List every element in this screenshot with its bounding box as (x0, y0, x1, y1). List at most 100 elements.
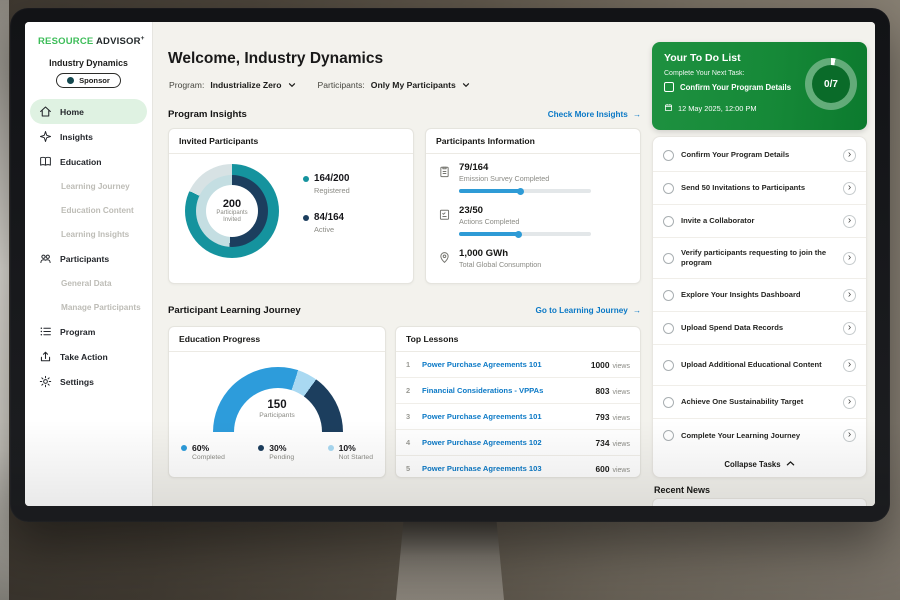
task-row-confirm-program[interactable]: Confirm Your Program Details › (653, 139, 866, 172)
legend-item-not-started: 10% Not Started (327, 443, 373, 461)
sidebar-item-education[interactable]: Education (25, 149, 152, 174)
todo-next-task[interactable]: Confirm Your Program Details (664, 82, 791, 92)
section-title: Participant Learning Journey (168, 305, 301, 316)
lesson-row: 4 Power Purchase Agreements 102 734 views (396, 430, 640, 456)
chevron-right-icon[interactable]: › (843, 321, 856, 335)
lesson-row: 3 Power Purchase Agreements 101 793 views (396, 404, 640, 430)
task-row-upload-educational-content[interactable]: Upload Additional Educational Content › (653, 345, 866, 386)
lesson-views-label: views (612, 388, 630, 396)
task-label: Confirm Your Program Details (681, 150, 790, 160)
program-dropdown[interactable]: Program: Industrialize Zero (169, 80, 296, 90)
sidebar-item-education-content[interactable]: Education Content (25, 198, 152, 222)
chevron-right-icon[interactable]: › (843, 148, 856, 162)
task-row-achieve-target[interactable]: Achieve One Sustainability Target › (653, 386, 866, 419)
progress-bar (459, 187, 591, 195)
task-row-send-invitations[interactable]: Send 50 Invitations to Participants › (653, 172, 866, 205)
lesson-rank: 1 (406, 360, 411, 369)
todo-progress-ring: 0/7 (805, 58, 857, 110)
card-title: Participants Information (426, 129, 640, 154)
lesson-views-label: views (612, 466, 630, 474)
sidebar-item-participants[interactable]: Participants (25, 246, 152, 271)
nav-label: Participants (60, 253, 110, 264)
top-lessons-card: Top Lessons 1 Power Purchase Agreements … (395, 326, 641, 478)
task-checkbox[interactable] (663, 359, 674, 371)
legend-dot-lightblue (327, 445, 334, 451)
sidebar-item-take-action[interactable]: Take Action (25, 344, 152, 369)
task-checkbox[interactable] (663, 322, 674, 334)
chevron-right-icon[interactable]: › (843, 251, 856, 265)
lesson-views-label: views (612, 414, 630, 422)
legend-value: 164/200 (314, 173, 350, 184)
task-row-verify-participants[interactable]: Verify participants requesting to join t… (653, 238, 866, 279)
chevron-right-icon[interactable]: › (843, 358, 856, 372)
sidebar-item-general-data[interactable]: General Data (25, 271, 152, 295)
task-checkbox[interactable] (663, 149, 674, 161)
chevron-right-icon[interactable]: › (843, 181, 856, 195)
task-label: Invite a Collaborator (681, 216, 755, 226)
task-checkbox[interactable] (663, 252, 674, 264)
lesson-row: 1 Power Purchase Agreements 101 1000 view… (396, 352, 640, 378)
sponsor-label: Sponsor (79, 76, 110, 86)
task-label: Upload Spend Data Records (681, 323, 784, 333)
task-row-explore-insights[interactable]: Explore Your Insights Dashboard › (653, 279, 866, 312)
participants-dropdown[interactable]: Participants: Only My Participants (318, 80, 470, 90)
chevron-right-icon[interactable]: › (843, 429, 856, 442)
progress-fill (459, 230, 522, 238)
task-checkbox[interactable] (663, 182, 674, 194)
sidebar-item-learning-insights[interactable]: Learning Insights (25, 222, 152, 246)
checkbox-icon[interactable] (664, 82, 674, 92)
todo-task-list: Confirm Your Program Details › Send 50 I… (652, 136, 867, 478)
legend-value: 60% (192, 443, 210, 453)
sidebar-item-manage-participants[interactable]: Manage Participants (25, 295, 152, 319)
task-checkbox[interactable] (663, 396, 674, 408)
chevron-right-icon[interactable]: › (843, 395, 856, 409)
sidebar-item-home[interactable]: Home (30, 99, 147, 125)
info-row-emission-survey: 79/164 Emission Survey Completed (438, 162, 591, 195)
lesson-link[interactable]: Power Purchase Agreements 103 (422, 464, 542, 473)
legend-label: Pending (269, 454, 295, 461)
lesson-link[interactable]: Power Purchase Agreements 101 (422, 360, 542, 369)
sidebar-item-insights[interactable]: Insights (25, 124, 152, 149)
chevron-right-icon[interactable]: › (843, 214, 856, 228)
collapse-label: Collapse Tasks (724, 460, 781, 469)
task-row-upload-spend-data[interactable]: Upload Spend Data Records › (653, 312, 866, 345)
nav-label: Program (60, 326, 96, 337)
task-row-invite-collaborator[interactable]: Invite a Collaborator › (653, 205, 866, 238)
sponsor-badge[interactable]: Sponsor (56, 73, 121, 89)
info-label: Emission Survey Completed (459, 174, 550, 183)
info-label: Total Global Consumption (459, 260, 542, 269)
lesson-link[interactable]: Power Purchase Agreements 101 (422, 412, 542, 421)
gauge-center-label: Participants (259, 412, 295, 419)
sidebar-item-settings[interactable]: Settings (25, 369, 152, 394)
task-checkbox[interactable] (663, 289, 674, 301)
education-progress-card: Education Progress 150 Participants 60% … (168, 326, 386, 478)
sidebar-item-program[interactable]: Program (25, 319, 152, 344)
legend-label: Not Started (338, 454, 373, 461)
recent-news-title: Recent News (654, 485, 711, 495)
gear-icon (39, 375, 52, 388)
lesson-link[interactable]: Financial Considerations - VPPAs (422, 386, 544, 395)
invited-donut-chart: 200 Participants Invited (185, 164, 279, 258)
legend-label: Completed (192, 454, 225, 461)
go-to-learning-journey-link[interactable]: Go to Learning Journey → (535, 306, 641, 315)
task-checkbox[interactable] (663, 215, 674, 227)
sidebar-item-learning-journey[interactable]: Learning Journey (25, 174, 152, 198)
task-checkbox[interactable] (663, 430, 674, 441)
todo-progress-value: 0/7 (812, 65, 850, 103)
todo-panel: Your To Do List Complete Your Next Task:… (652, 22, 867, 506)
task-label: Verify participants requesting to join t… (681, 248, 827, 267)
list-icon (39, 325, 52, 338)
chevron-up-icon (786, 460, 795, 469)
check-more-insights-link[interactable]: Check More Insights → (548, 110, 641, 119)
gauge-center-value: 150 (267, 399, 287, 411)
chevron-right-icon[interactable]: › (843, 288, 856, 302)
lesson-rank: 4 (406, 438, 411, 447)
lesson-views-label: views (612, 362, 630, 370)
lesson-link[interactable]: Power Purchase Agreements 102 (422, 438, 542, 447)
legend-item-active: 84/164 Active (303, 212, 350, 234)
nav-label: Settings (60, 376, 94, 387)
legend-dot-navy (258, 445, 265, 451)
task-row-complete-learning-journey[interactable]: Complete Your Learning Journey › (653, 419, 866, 452)
legend-dot-blue (181, 445, 187, 451)
collapse-tasks-button[interactable]: Collapse Tasks (653, 452, 866, 477)
